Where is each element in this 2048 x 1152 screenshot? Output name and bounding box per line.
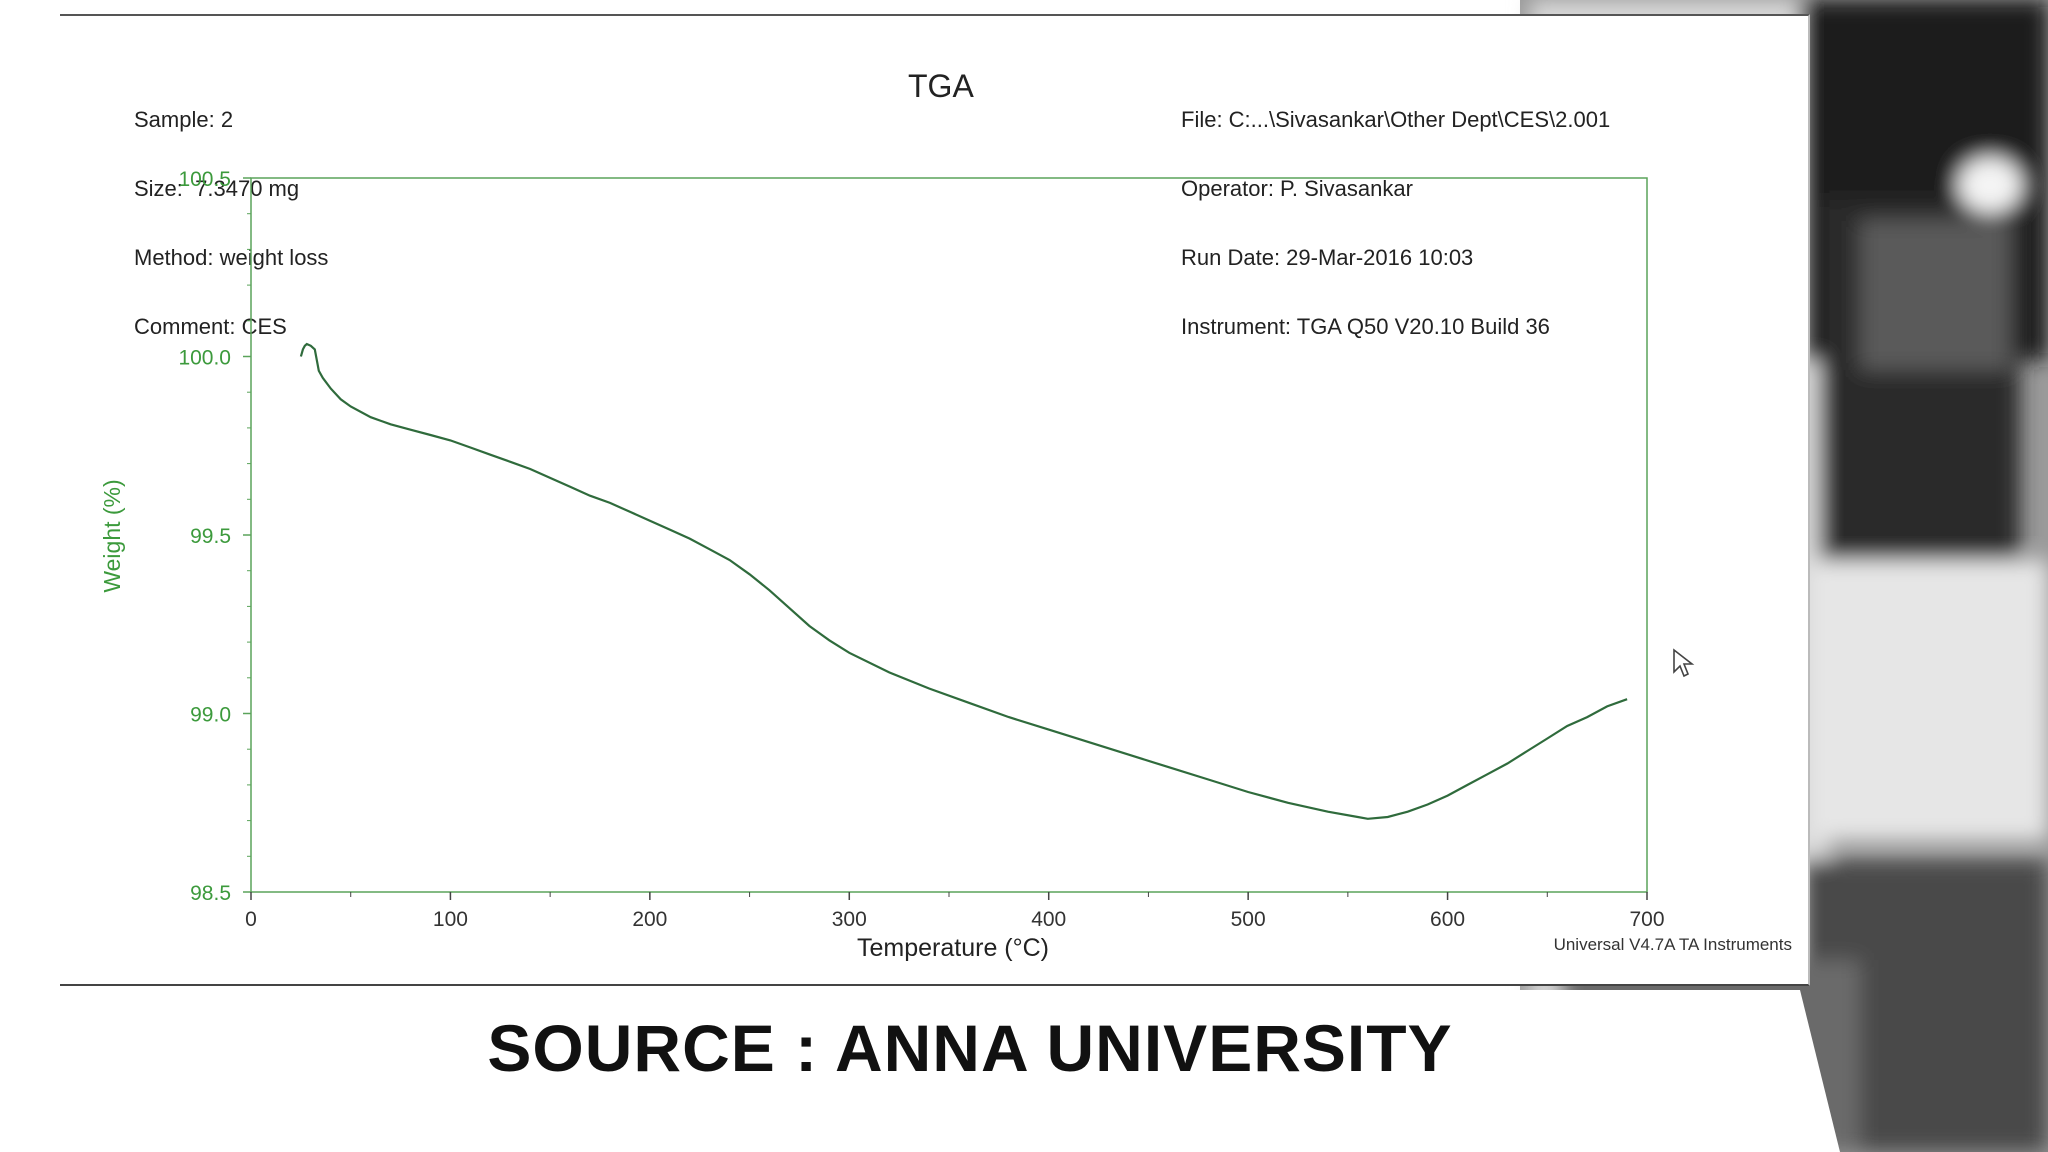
y-tick-label: 99.0	[190, 704, 231, 727]
comment-line: Comment: CES	[134, 314, 287, 339]
x-tick-label: 100	[433, 908, 468, 931]
x-tick-label: 400	[1031, 908, 1066, 931]
sample-line: Sample: 2	[134, 107, 234, 132]
size-line: Size: 7.3470 mg	[134, 176, 300, 201]
instrument-line: Instrument: TGA Q50 V20.10 Build 36	[1181, 314, 1550, 339]
sample-info: Sample: 2 Size: 7.3470 mg Method: weight…	[134, 62, 328, 384]
series-line-weight	[299, 342, 1628, 820]
y-tick-label: 98.5	[190, 882, 231, 905]
chart-panel: Sample: 2 Size: 7.3470 mg Method: weight…	[60, 14, 1810, 986]
source-caption: SOURCE : ANNA UNIVERSITY	[487, 1011, 1453, 1085]
plot-frame	[250, 177, 1648, 893]
x-tick-label: 300	[832, 908, 867, 931]
mouse-cursor-icon	[1673, 648, 1695, 678]
x-tick-label: 0	[245, 908, 257, 931]
run-date-line: Run Date: 29-Mar-2016 10:03	[1181, 245, 1474, 270]
x-tick-label: 500	[1231, 908, 1266, 931]
chart-title: TGA	[908, 68, 974, 104]
software-note: Universal V4.7A TA Instruments	[1554, 935, 1792, 954]
tga-plot: 98.5 99.0 99.5 100.0 100.5 0 100 200 300 400 500 6…	[99, 168, 1792, 962]
x-axis: 0 100 200 300 400 500 600 700	[245, 892, 1665, 931]
run-info: File: C:...\Sivasankar\Other Dept\CES\2.…	[1181, 62, 1610, 384]
y-tick-label: 99.5	[190, 525, 231, 548]
y-axis: 98.5 99.0 99.5 100.0 100.5	[178, 168, 251, 905]
x-axis-label: Temperature (°C)	[857, 934, 1049, 962]
x-tick-label: 600	[1430, 908, 1465, 931]
x-tick-label: 700	[1629, 908, 1664, 931]
y-tick-label: 100.5	[178, 168, 231, 191]
operator-line: Operator: P. Sivasankar	[1181, 176, 1413, 201]
x-tick-label: 200	[632, 908, 667, 931]
file-line: File: C:...\Sivasankar\Other Dept\CES\2.…	[1181, 107, 1611, 132]
y-tick-label: 100.0	[178, 347, 231, 370]
y-axis-label: Weight (%)	[99, 479, 125, 592]
